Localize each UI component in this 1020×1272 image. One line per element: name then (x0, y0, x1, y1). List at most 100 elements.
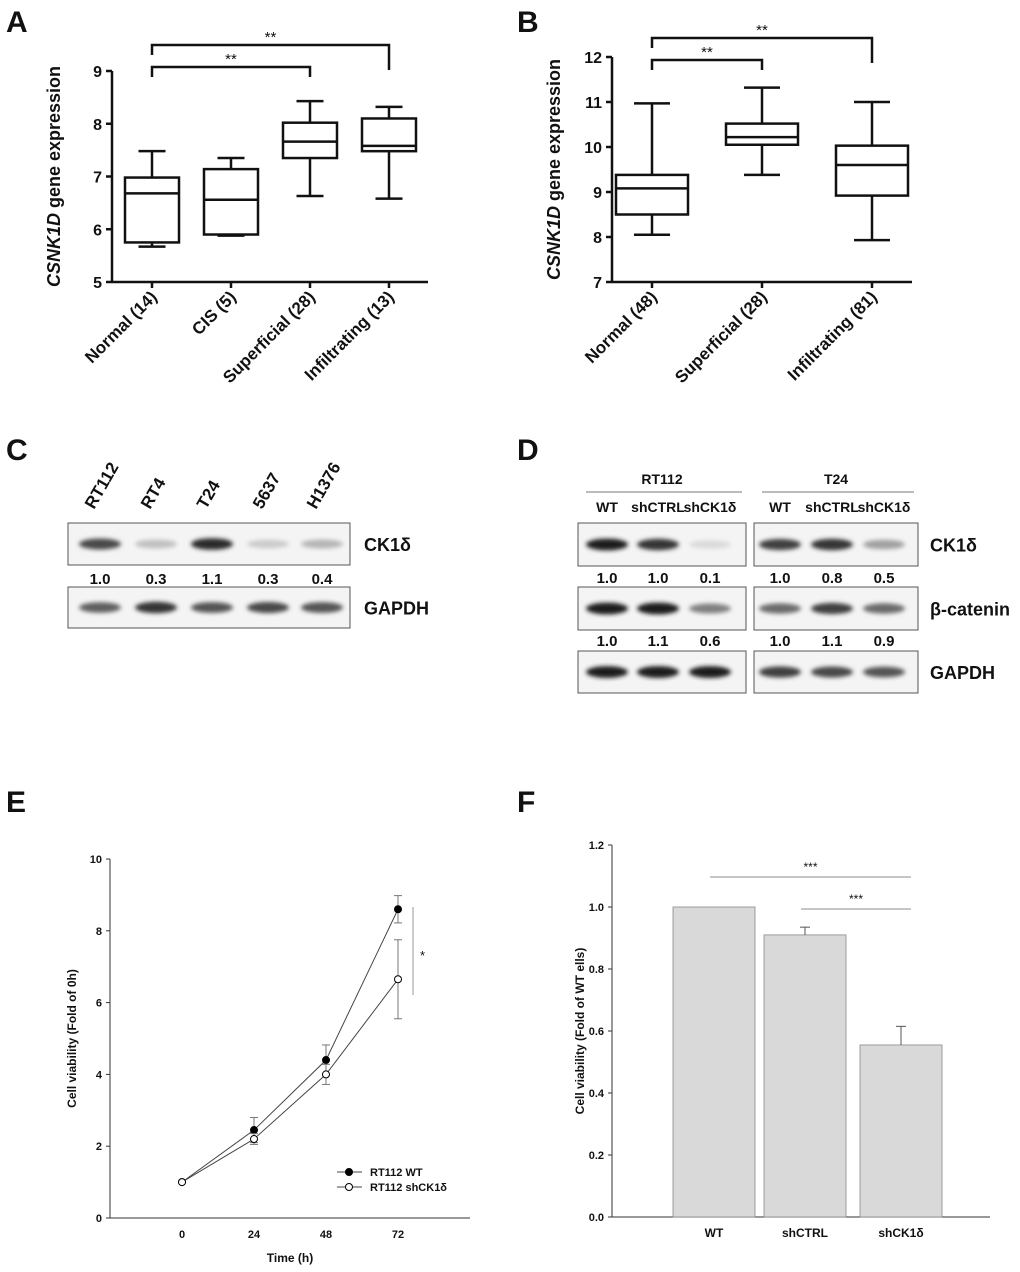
y-axis-label-gene: CSNK1D (44, 213, 64, 287)
lane-label: shCK1δ (684, 499, 737, 515)
y-tick-label: 6 (96, 998, 102, 1010)
panel-label-f: F (517, 786, 535, 819)
box (123, 176, 181, 244)
group-label: RT112 (641, 471, 682, 487)
quantification-value: 1.0 (770, 570, 791, 587)
bar (672, 906, 756, 1218)
series-line (181, 909, 399, 1183)
lane-label: T24 (193, 477, 224, 512)
quantification-value: 1.1 (648, 633, 669, 650)
y-tick-label: 7 (93, 170, 102, 187)
protein-band (759, 538, 801, 551)
quantification-value: 1.0 (597, 570, 618, 587)
protein-band (689, 666, 731, 678)
y-tick-label: 9 (93, 64, 102, 81)
group-label: T24 (824, 471, 848, 487)
data-point (394, 975, 402, 984)
y-axis-label: Cell viability (Fold of 0h) (65, 969, 79, 1108)
x-tick-label: 24 (248, 1229, 261, 1241)
protein-band (863, 539, 905, 550)
bar (859, 1044, 943, 1218)
x-tick-label: Superficial (28) (671, 287, 771, 387)
quantification-value: 0.1 (700, 570, 721, 587)
lane-label: RT112 (81, 459, 123, 512)
y-tick-label: 6 (93, 222, 102, 239)
significance-label: ** (225, 51, 237, 68)
protein-band (301, 602, 343, 613)
row-label: GAPDH (930, 663, 995, 683)
y-tick-label: 1.0 (589, 902, 604, 914)
x-axis-label: Time (h) (267, 1251, 313, 1265)
x-tick-label: Normal (48) (581, 287, 661, 367)
y-axis-label: CSNK1D gene expression (544, 59, 564, 280)
data-point (394, 905, 402, 914)
x-tick-label: WT (705, 1226, 724, 1240)
box (202, 167, 260, 236)
y-axis-label-text: gene expression (44, 66, 64, 213)
significance-bracket (650, 36, 874, 63)
protein-band (689, 603, 731, 614)
protein-band (79, 538, 121, 550)
significance-label: ** (701, 44, 713, 61)
series-line (181, 978, 399, 1183)
protein-band (689, 540, 731, 549)
quantification-value: 0.5 (874, 570, 895, 587)
protein-band (759, 666, 801, 678)
protein-band (811, 666, 853, 678)
x-tick-label: 72 (392, 1229, 404, 1241)
legend-label: RT112 shCK1δ (370, 1182, 447, 1194)
significance-label: ** (265, 29, 277, 46)
lane-label: WT (596, 499, 618, 515)
quantification-value: 0.9 (874, 633, 895, 650)
quantification-value: 1.0 (90, 571, 111, 588)
row-label: β-catenin (930, 600, 1010, 620)
x-tick-label: shCTRL (782, 1226, 828, 1240)
protein-band (863, 666, 905, 678)
bar (763, 934, 847, 1218)
y-tick-label: 8 (96, 926, 102, 938)
quantification-value: 1.0 (597, 633, 618, 650)
protein-band (135, 601, 177, 614)
protein-band (247, 602, 289, 613)
quantification-value: 0.3 (258, 571, 279, 588)
protein-band (811, 538, 853, 551)
y-tick-label: 2 (96, 1141, 102, 1153)
significance-bracket (150, 43, 391, 70)
significance-bracket (150, 65, 312, 77)
y-tick-label: 7 (593, 275, 602, 292)
y-axis-label: CSNK1D gene expression (44, 66, 64, 287)
y-axis-label: Cell viability (Fold of WT ells) (573, 948, 587, 1115)
protein-band (759, 603, 801, 614)
significance-label: * (420, 948, 425, 963)
data-point (322, 1056, 330, 1065)
lane-label: 5637 (249, 470, 284, 512)
y-axis-label-text: gene expression (544, 59, 564, 206)
y-tick-label: 0.0 (589, 1212, 604, 1224)
y-tick-label: 12 (584, 50, 602, 67)
significance-bracket (650, 58, 764, 70)
data-point (250, 1135, 258, 1144)
x-tick-label: Infiltrating (81) (784, 287, 881, 384)
x-tick-label: Normal (14) (81, 287, 161, 367)
data-point (178, 1178, 186, 1187)
quantification-value: 0.3 (146, 571, 167, 588)
protein-band (637, 666, 679, 678)
protein-band (247, 539, 289, 549)
panel-label-c: C (6, 434, 28, 467)
significance-label: ** (756, 22, 768, 39)
y-tick-label: 10 (584, 140, 602, 157)
legend-label: RT112 WT (370, 1167, 423, 1179)
quantification-value: 1.1 (822, 633, 843, 650)
y-tick-label: 0.2 (589, 1150, 604, 1162)
legend-marker (345, 1183, 353, 1191)
data-point (322, 1070, 330, 1079)
protein-band (586, 602, 628, 615)
y-tick-label: 0.8 (589, 964, 604, 976)
protein-band (637, 602, 679, 615)
lane-label: WT (769, 499, 791, 515)
y-tick-label: 5 (93, 275, 102, 292)
x-tick-label: 48 (320, 1229, 332, 1241)
quantification-value: 0.4 (312, 571, 334, 588)
y-tick-label: 4 (96, 1069, 103, 1081)
